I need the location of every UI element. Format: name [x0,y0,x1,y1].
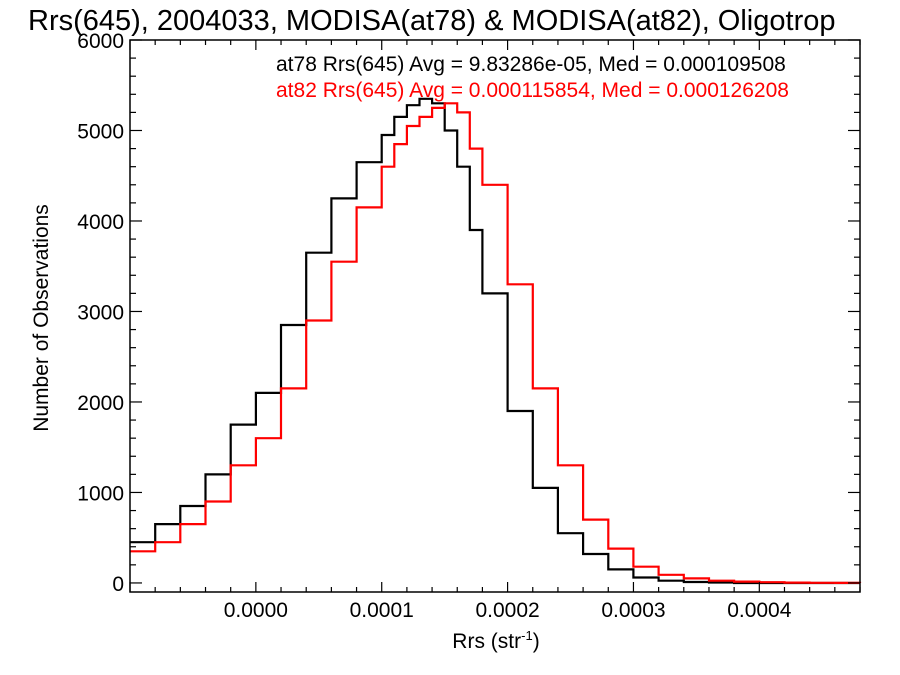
x-tick-label: 0.0002 [475,599,539,622]
plot-area [129,39,862,593]
annotation-at78: at78 Rrs(645) Avg = 9.83286e-05, Med = 0… [276,53,786,76]
x-tick-label: 0.0004 [727,599,792,622]
y-axis-ticks: 0 1000 2000 3000 4000 5000 6000 [77,30,860,596]
y-tick-label: 4000 [77,211,124,234]
y-tick-label: 1000 [77,482,124,505]
y-axis-label: Number of Observations [30,204,53,432]
histogram-series-1 [130,102,862,584]
y-tick-label: 5000 [77,120,124,143]
y-tick-label: 3000 [77,301,124,324]
x-axis-ticks: 0.0000 0.0001 0.0002 0.0003 0.0004 [129,40,861,622]
x-axis-label: Rrs (str-1) [452,628,539,653]
x-tick-label: 0.0001 [350,599,414,622]
histogram-series-0 [130,97,860,585]
y-tick-label: 6000 [77,30,124,53]
y-tick-label: 2000 [77,392,124,415]
y-tick-label: 0 [112,573,124,596]
x-tick-label: 0.0000 [224,599,288,622]
chart-title: Rrs(645), 2004033, MODISA(at78) & MODISA… [28,5,835,37]
axes-frame [129,39,861,593]
annotation-at82: at82 Rrs(645) Avg = 0.000115854, Med = 0… [276,79,789,102]
x-tick-label: 0.0003 [601,599,665,622]
